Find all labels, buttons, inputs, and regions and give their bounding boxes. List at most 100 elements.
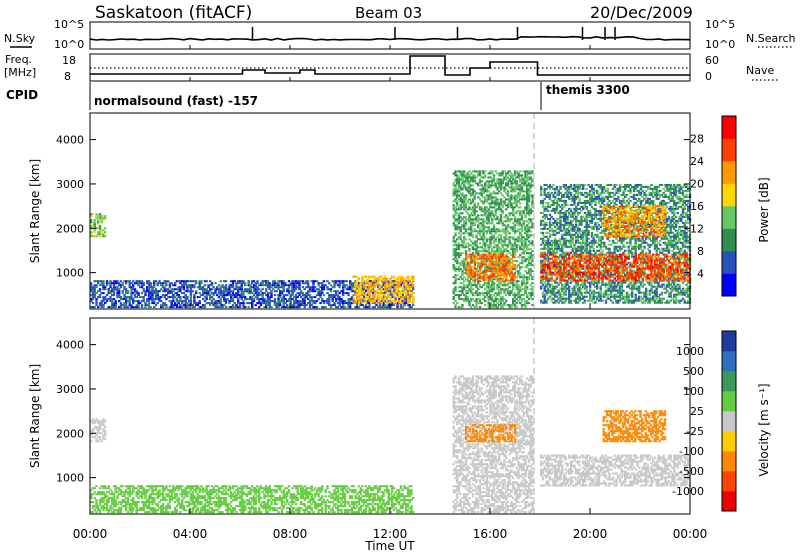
heatmap-cell <box>163 288 166 291</box>
heatmap-cell <box>105 284 109 287</box>
heatmap-cell <box>526 228 529 231</box>
heatmap-cell <box>583 233 587 236</box>
heatmap-cell <box>489 288 492 291</box>
heatmap-cell <box>583 203 587 206</box>
heatmap-cell <box>552 289 555 292</box>
heatmap-cell <box>149 296 152 299</box>
heatmap-cell <box>308 288 312 291</box>
heatmap-cell <box>90 235 93 238</box>
heatmap-cell <box>240 292 243 295</box>
heatmap-cell <box>576 213 580 216</box>
heatmap-cell <box>578 187 581 190</box>
heatmap-cell <box>466 296 469 299</box>
heatmap-cell <box>505 216 508 219</box>
heatmap-cell <box>90 231 93 234</box>
heatmap-cell <box>191 306 194 309</box>
heatmap-cell <box>573 203 576 206</box>
heatmap-cell <box>461 188 464 191</box>
heatmap-cell <box>466 286 469 289</box>
heatmap-cell <box>520 240 524 243</box>
heatmap-cell <box>301 286 305 289</box>
heatmap-cell <box>583 273 587 276</box>
heatmap-cell <box>382 299 385 302</box>
heatmap-cell <box>405 287 408 290</box>
heatmap-cell <box>182 304 186 307</box>
heatmap-cell <box>541 219 545 222</box>
heatmap-cell <box>298 282 301 285</box>
heatmap-cell <box>500 277 503 280</box>
heatmap-cell <box>496 246 499 249</box>
heatmap-cell <box>471 170 475 173</box>
heatmap-cell <box>503 188 506 191</box>
heatmap-cell <box>575 247 578 250</box>
heatmap-cell <box>471 188 475 191</box>
heatmap-cell <box>214 290 217 293</box>
heatmap-cell <box>585 251 588 254</box>
heatmap-cell <box>580 267 583 270</box>
heatmap-cell <box>543 301 546 304</box>
heatmap-cell <box>97 219 100 222</box>
heatmap-cell <box>468 218 471 221</box>
heatmap-cell <box>105 282 109 285</box>
heatmap-cell <box>564 291 567 294</box>
heatmap-cell <box>352 290 355 293</box>
heatmap-cell <box>575 291 578 294</box>
heatmap-cell <box>174 292 177 295</box>
heatmap-cell <box>296 282 299 285</box>
heatmap-cell <box>520 276 524 279</box>
heatmap-cell <box>589 255 592 258</box>
heatmap-cell <box>205 302 208 305</box>
heatmap-cell <box>512 206 515 209</box>
heatmap-cell <box>470 260 473 263</box>
heatmap-cell <box>461 264 464 267</box>
heatmap-cell <box>100 300 103 303</box>
heatmap-cell <box>487 292 490 295</box>
heatmap-cell <box>273 286 277 289</box>
heatmap-cell <box>583 283 587 286</box>
heatmap-cell <box>492 192 496 195</box>
heatmap-cell <box>501 288 504 291</box>
heatmap-cell <box>475 257 478 260</box>
heatmap-cell <box>102 296 105 299</box>
heatmap-cell <box>237 300 240 303</box>
heatmap-cell <box>515 302 518 305</box>
heatmap-cell <box>513 226 517 229</box>
heatmap-cell <box>463 258 466 261</box>
heatmap-cell <box>410 295 413 298</box>
heatmap-cell <box>522 256 525 259</box>
heatmap-cell <box>491 248 494 251</box>
heatmap-cell <box>489 180 492 183</box>
heatmap-cell <box>515 188 518 191</box>
heatmap-cell <box>569 277 573 280</box>
heatmap-cell <box>210 302 214 305</box>
heatmap-cell <box>340 298 343 301</box>
heatmap-cell <box>505 294 508 297</box>
heatmap-cell <box>478 254 482 257</box>
heatmap-cell <box>587 223 590 226</box>
heatmap-cell <box>261 282 264 285</box>
heatmap-cell <box>261 288 264 291</box>
heatmap-cell <box>517 294 520 297</box>
heatmap-cell <box>554 285 557 288</box>
heatmap-cell <box>568 185 571 188</box>
heatmap-cell <box>457 186 461 189</box>
heatmap-cell <box>168 284 172 287</box>
heatmap-cell <box>142 298 145 301</box>
heatmap-cell <box>585 221 588 224</box>
heatmap-cell <box>501 306 504 309</box>
heatmap-cell <box>354 299 357 302</box>
heatmap-cell <box>494 200 497 203</box>
heatmap-cell <box>561 249 564 252</box>
beam-title: Beam 03 <box>355 4 422 22</box>
heatmap-cell <box>473 255 477 258</box>
heatmap-cell <box>179 290 182 293</box>
heatmap-cell <box>552 239 555 242</box>
heatmap-cell <box>177 290 180 293</box>
heatmap-cell <box>506 184 510 187</box>
heatmap-cell <box>589 281 592 284</box>
heatmap-cell <box>540 251 543 254</box>
heatmap-cell <box>384 285 387 288</box>
heatmap-cell <box>526 208 529 211</box>
heatmap-cell <box>147 282 151 285</box>
heatmap-cell <box>513 220 517 223</box>
